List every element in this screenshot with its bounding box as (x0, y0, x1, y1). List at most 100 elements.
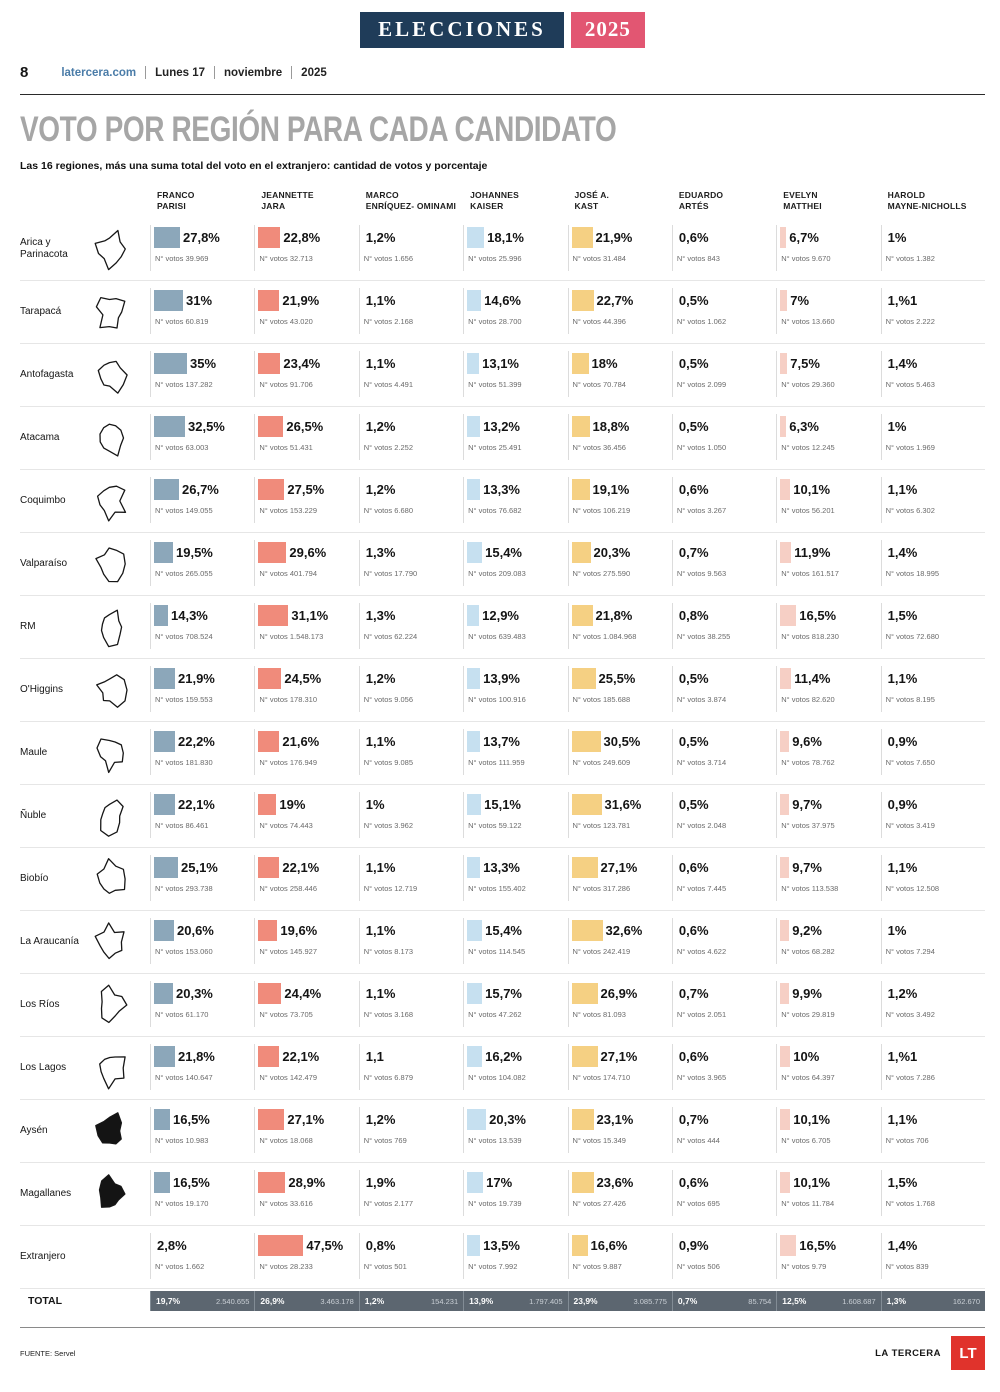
vote-cell: 24,4% N° votos 73.705 (254, 974, 358, 1036)
total-cell: 1,3% 162.670 (880, 1291, 985, 1312)
region-name: Biobío (20, 872, 49, 884)
vote-cell: 0,6% N° votos 843 (671, 218, 776, 280)
region-name: O'Higgins (20, 683, 64, 695)
vote-cell: 10,1% N° votos 56.201 (776, 470, 880, 532)
vote-count: N° votos 1.768 (885, 1199, 935, 1209)
vote-percent: 0,5% (678, 796, 709, 812)
vote-cell: 21,8% N° votos 140.647 (150, 1037, 254, 1099)
vote-percent: 21,6% (282, 733, 320, 749)
vote-count: N° votos 31.484 (572, 254, 626, 264)
vote-percent: 18% (591, 355, 618, 371)
vote-cell: 23,6% N° votos 27.426 (567, 1163, 672, 1225)
vote-cell: 27,1% N° votos 317.286 (567, 848, 672, 910)
vote-bar (571, 856, 598, 878)
vote-cell: 32,5% N° votos 63.003 (150, 407, 254, 469)
total-votes: 3.463.178 (320, 1296, 354, 1306)
vote-cell: 16,6% N° votos 9.887 (567, 1226, 672, 1288)
vote-count: N° votos 25.996 (468, 254, 522, 264)
lt-logo[interactable]: LT (951, 1336, 985, 1371)
vote-cell: 2,8% N° votos 1.662 (150, 1226, 254, 1288)
vote-count: N° votos 106.219 (572, 506, 631, 516)
vote-bar (258, 289, 280, 311)
vote-bar (467, 982, 483, 1004)
vote-count: N° votos 1.084.968 (572, 632, 637, 642)
vote-percent: 0,9% (887, 796, 918, 812)
vote-count: N° votos 17.790 (363, 569, 418, 579)
vote-percent: 18,8% (592, 418, 630, 434)
vote-percent: 0,9% (678, 1237, 709, 1253)
vote-cell: 31,1% N° votos 1.548.173 (254, 596, 358, 658)
region-row: Arica y Parinacota 27,8% N° votos 39.969 2… (20, 218, 985, 282)
vote-percent: 26,5% (286, 418, 324, 434)
vote-count: N° votos 32.713 (259, 254, 313, 264)
vote-percent: 22,1% (282, 1048, 320, 1064)
vote-percent: 19,5% (176, 544, 213, 560)
vote-percent: 0,6% (678, 1048, 709, 1064)
region-name: Ñuble (20, 809, 47, 821)
vote-percent: 1,%1 (887, 292, 918, 308)
total-cell: 12,5% 1.608.687 (776, 1291, 881, 1312)
vote-bar (780, 478, 791, 500)
vote-cell: 6,7% N° votos 9.670 (776, 218, 880, 280)
candidate-header: JEANNETTE JARA (261, 190, 314, 212)
candidate-header: MARCO ENRÍQUEZ- OMINAMI (365, 190, 457, 212)
vote-percent: 25,1% (181, 859, 218, 875)
vote-percent: 9,9% (792, 985, 822, 1001)
vote-percent: 1% (887, 922, 907, 938)
vote-count: N° votos 64.397 (781, 1073, 835, 1083)
total-cell: 13,9% 1.797.405 (463, 1291, 568, 1312)
region-name: Arica y Parinacota (20, 236, 68, 261)
vote-percent: 1,2% (365, 481, 396, 497)
vote-percent: 22,1% (178, 796, 215, 812)
total-label: TOTAL (28, 1295, 63, 1308)
vote-cell: 21,9% N° votos 31.484 (567, 218, 672, 280)
vote-percent: 1,1% (365, 859, 396, 875)
vote-percent: 31,6% (604, 796, 642, 812)
vote-count: N° votos 185.688 (572, 695, 631, 705)
total-cell: 26,9% 3.463.178 (254, 1291, 359, 1312)
vote-bar (154, 856, 178, 878)
vote-cell: 15,1% N° votos 59.122 (463, 785, 567, 847)
site-link[interactable]: latercera.com (61, 66, 137, 79)
vote-percent: 27,1% (600, 859, 638, 875)
vote-cell: 0,6% N° votos 695 (671, 1163, 776, 1225)
vote-percent: 32,5% (188, 418, 225, 434)
vote-cell: 1,5% N° votos 1.768 (880, 1163, 985, 1225)
region-row: Aysén 16,5% N° votos 10.983 27,1% N° votos … (20, 1100, 985, 1164)
region-row: Tarapacá 31% N° votos 60.819 21,9% N° votos… (20, 281, 985, 345)
vote-cell: 0,8% N° votos 38.255 (671, 596, 776, 658)
vote-bar (780, 1108, 791, 1130)
total-percent: 12,5% (782, 1296, 807, 1307)
region-map-icon (96, 485, 127, 522)
region-name: Tarapacá (20, 305, 62, 317)
total-percent: 26,9% (260, 1296, 285, 1307)
vote-cell: 12,9% N° votos 639.483 (463, 596, 567, 658)
vote-cell: 47,5% N° votos 28.233 (254, 1226, 358, 1288)
vote-percent: 1,2% (365, 670, 396, 686)
vote-percent: 10,1% (793, 1174, 831, 1190)
vote-cell: 1,1% N° votos 12.508 (880, 848, 985, 910)
vote-percent: 10,1% (793, 481, 831, 497)
brand-name: LA TERCERA (875, 1347, 941, 1359)
vote-percent: 1,5% (887, 607, 918, 623)
vote-percent: 47,5% (306, 1237, 344, 1253)
vote-percent: 1,3% (365, 607, 396, 623)
vote-cell: 16,5% N° votos 818.230 (776, 596, 880, 658)
vote-cell: 26,9% N° votos 81.093 (567, 974, 672, 1036)
region-row: Maule 22,2% N° votos 181.830 21,6% N° votos… (20, 722, 985, 786)
vote-count: N° votos 178.310 (259, 695, 317, 705)
vote-percent: 0,5% (678, 733, 709, 749)
vote-cell: 1,1% N° votos 6.302 (880, 470, 985, 532)
region-map-icon (96, 738, 124, 774)
region-row: Antofagasta 35% N° votos 137.282 23,4% N° v… (20, 344, 985, 408)
vote-count: N° votos 137.282 (155, 380, 213, 390)
vote-bar (258, 793, 277, 815)
vote-percent: 11,9% (794, 544, 831, 560)
vote-cell: 22,7% N° votos 44.396 (567, 281, 672, 343)
vote-count: N° votos 1.662 (155, 1262, 205, 1272)
vote-cell: 1,4% N° votos 5.463 (880, 344, 985, 406)
vote-percent: 1,2% (365, 418, 396, 434)
vote-cell: 26,7% N° votos 149.055 (150, 470, 254, 532)
vote-count: N° votos 9.085 (363, 758, 414, 768)
vote-percent: 1,9% (365, 1174, 396, 1190)
